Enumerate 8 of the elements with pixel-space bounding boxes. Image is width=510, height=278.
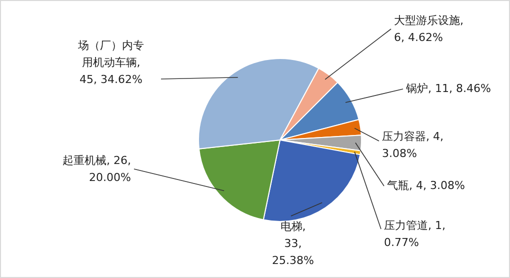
slice-label: 场（厂）内专用机动车辆, 45, 34.62% — [77, 38, 144, 86]
slice-label: 大型游乐设施, 6, 4.62% — [394, 14, 464, 44]
slice-label: 气瓶, 4, 3.08% — [387, 178, 465, 192]
slice-label: 起重机械, 26, 20.00% — [62, 154, 131, 184]
slice-label: 压力容器, 4, 3.08% — [382, 130, 444, 160]
slice-label: 电梯, 33, 25.38% — [272, 220, 314, 267]
slice-label: 锅炉, 11, 8.46% — [405, 82, 491, 95]
slice-label: 压力管道, 1, 0.77% — [384, 218, 446, 249]
